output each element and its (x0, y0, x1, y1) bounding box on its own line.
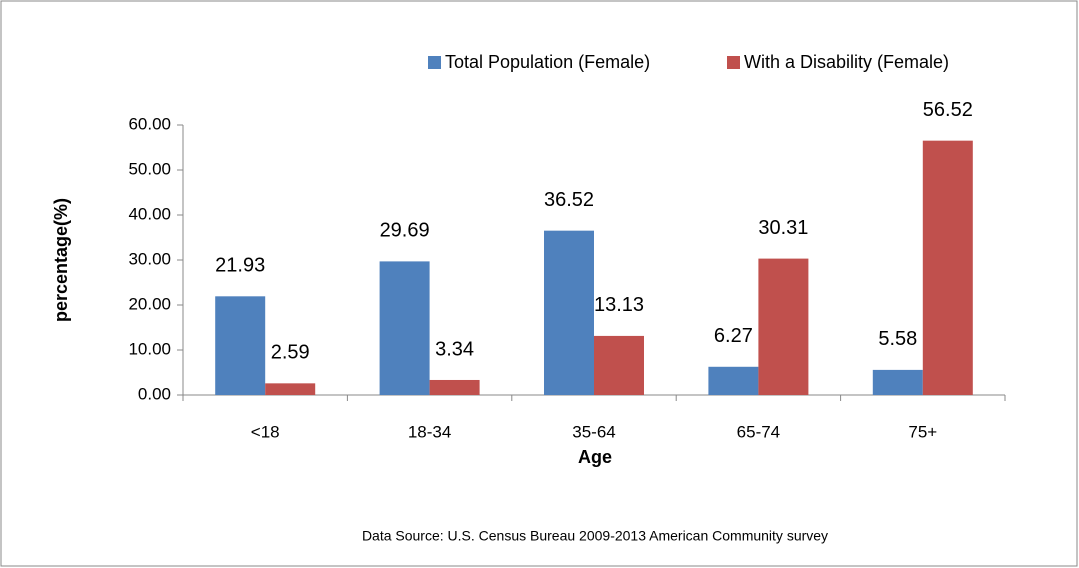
x-tick-label: 65-74 (737, 422, 780, 441)
value-label: 13.13 (594, 294, 644, 316)
x-tick-label: <18 (251, 422, 280, 441)
y-tick-label: 20.00 (128, 294, 171, 313)
y-tick-label: 40.00 (128, 204, 171, 223)
y-tick-label: 10.00 (128, 339, 171, 358)
value-label: 2.59 (271, 342, 310, 364)
value-label: 30.31 (758, 217, 808, 239)
value-label: 21.93 (215, 255, 265, 277)
value-label: 5.58 (878, 328, 917, 350)
bar (758, 258, 809, 395)
x-tick-label: 35-64 (572, 422, 615, 441)
legend-swatch (428, 56, 441, 69)
legend-label: With a Disability (Female) (744, 52, 949, 72)
bar (708, 366, 759, 395)
value-label: 6.27 (714, 325, 753, 347)
y-tick-label: 50.00 (128, 159, 171, 178)
x-tick-label: 75+ (908, 422, 937, 441)
bar (544, 230, 594, 395)
legend-swatch (727, 56, 740, 69)
value-label: 36.52 (544, 189, 594, 211)
y-tick-label: 0.00 (138, 384, 171, 403)
y-axis-title: percentage(%) (51, 198, 71, 322)
value-label: 29.69 (380, 220, 430, 242)
source-note: Data Source: U.S. Census Bureau 2009-201… (362, 528, 828, 544)
bar (429, 379, 480, 395)
bar (215, 296, 266, 395)
value-label: 3.34 (435, 338, 474, 360)
bar (265, 383, 316, 395)
bar (379, 261, 430, 395)
x-axis-title: Age (578, 447, 612, 467)
bar (922, 140, 973, 395)
x-tick-label: 18-34 (408, 422, 451, 441)
bar (872, 369, 923, 395)
bar (594, 335, 644, 395)
y-tick-label: 30.00 (128, 249, 171, 268)
y-tick-label: 60.00 (128, 114, 171, 133)
value-label: 56.52 (923, 99, 973, 121)
legend-label: Total Population (Female) (445, 52, 650, 72)
